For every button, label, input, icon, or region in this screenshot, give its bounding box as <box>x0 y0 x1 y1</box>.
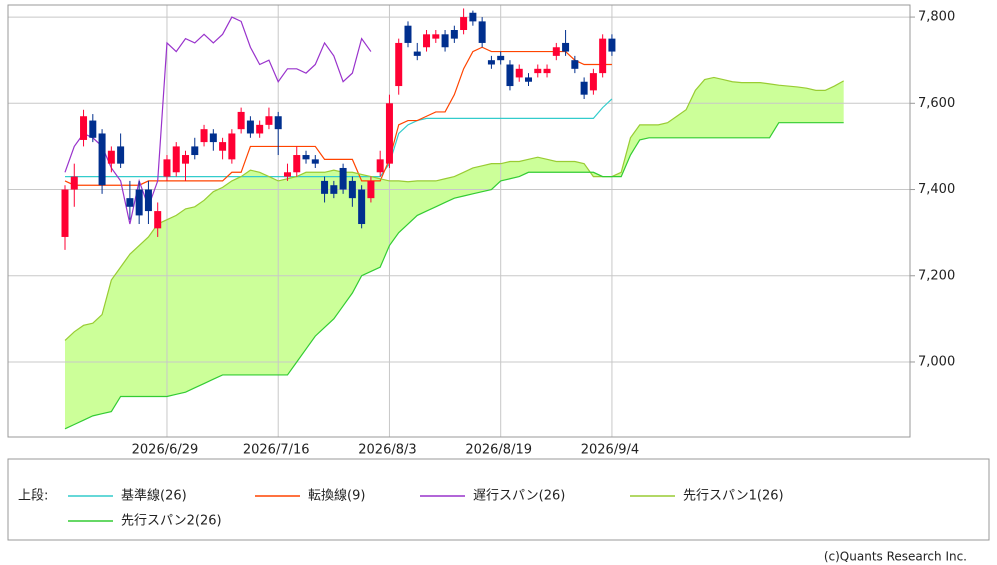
candle-body <box>376 159 384 173</box>
y-tick-label: 7,200 <box>918 268 955 283</box>
series-line <box>65 98 613 178</box>
legend-label: 先行スパン2(26) <box>121 514 222 529</box>
candle-body <box>525 77 532 82</box>
candle-body <box>432 34 440 39</box>
legend-title: 上段: <box>18 489 48 504</box>
candle-body <box>209 133 217 143</box>
candle-body <box>163 159 171 177</box>
candle-body <box>265 116 273 125</box>
candle-body <box>423 34 431 48</box>
candle-body <box>562 42 570 52</box>
candle-body <box>135 189 143 216</box>
candle-body <box>154 211 162 229</box>
candle-body <box>404 25 412 43</box>
candle-body <box>395 42 403 87</box>
candle-body <box>61 189 69 237</box>
candle-body <box>487 60 495 65</box>
candle-body <box>330 185 338 194</box>
candle-body <box>469 12 477 22</box>
candle-body <box>358 189 366 225</box>
candle-body <box>302 155 310 160</box>
candle-body <box>200 129 208 143</box>
candle-body <box>571 60 579 69</box>
x-tick-label: 2026/7/16 <box>243 443 310 458</box>
candle-body <box>460 17 468 31</box>
candle-body <box>552 47 560 56</box>
candle-body <box>172 146 180 173</box>
candle-body <box>70 176 78 190</box>
candle-body <box>543 68 551 74</box>
candle-body <box>348 180 356 199</box>
candle-body <box>191 146 199 156</box>
candle-body <box>283 172 291 177</box>
series-line <box>64 46 612 186</box>
candle-body <box>608 38 616 52</box>
candle-body <box>478 21 486 43</box>
x-tick-label: 2026/8/3 <box>358 443 416 458</box>
candle-body <box>98 133 106 186</box>
candle-body <box>89 120 97 138</box>
candle-body <box>228 133 236 160</box>
candle-body <box>293 155 301 173</box>
candle-body <box>534 68 542 74</box>
candle-body <box>441 34 449 48</box>
candle-body <box>117 146 125 164</box>
series-line <box>64 16 372 225</box>
x-tick-label: 2026/9/4 <box>581 443 639 458</box>
candle-body <box>506 64 514 87</box>
legend-label: 遅行スパン(26) <box>473 489 565 504</box>
plot-area <box>8 5 910 437</box>
candle-body <box>182 155 190 164</box>
candle-body <box>311 159 319 164</box>
candle-body <box>126 198 134 207</box>
series-line <box>64 122 844 430</box>
candle-body <box>107 150 115 164</box>
legend-box <box>7 458 990 541</box>
candle-body <box>497 55 505 61</box>
candle-body <box>256 124 264 134</box>
candle-body <box>144 189 152 212</box>
legend-label: 転換線(9) <box>308 488 365 504</box>
cloud <box>65 77 844 429</box>
y-tick-label: 7,400 <box>918 182 955 197</box>
y-tick-label: 7,000 <box>918 354 955 369</box>
candle-body <box>599 38 607 74</box>
candle-body <box>80 116 88 140</box>
x-tick-label: 2026/8/19 <box>465 443 532 458</box>
legend-label: 先行スパン1(26) <box>683 489 784 504</box>
candle-body <box>219 142 227 151</box>
candle-body <box>246 120 254 134</box>
plot-frame <box>7 4 911 438</box>
legend-label: 基準線(26) <box>121 488 187 504</box>
candle-body <box>580 81 588 95</box>
series-line <box>64 76 844 341</box>
y-tick-label: 7,600 <box>918 96 955 111</box>
credit: (c)Quants Research Inc. <box>824 550 967 564</box>
candle-body <box>515 68 523 78</box>
y-tick-label: 7,800 <box>918 10 955 25</box>
candle-body <box>237 111 245 130</box>
candle-body <box>385 103 393 164</box>
candle-body <box>339 167 347 190</box>
candle-body <box>450 30 458 39</box>
candle-body <box>367 180 375 199</box>
candle-body <box>589 73 597 91</box>
x-tick-label: 2026/6/29 <box>132 443 199 458</box>
candle-body <box>274 116 282 130</box>
candle-body <box>321 180 329 194</box>
candle-body <box>413 51 421 56</box>
